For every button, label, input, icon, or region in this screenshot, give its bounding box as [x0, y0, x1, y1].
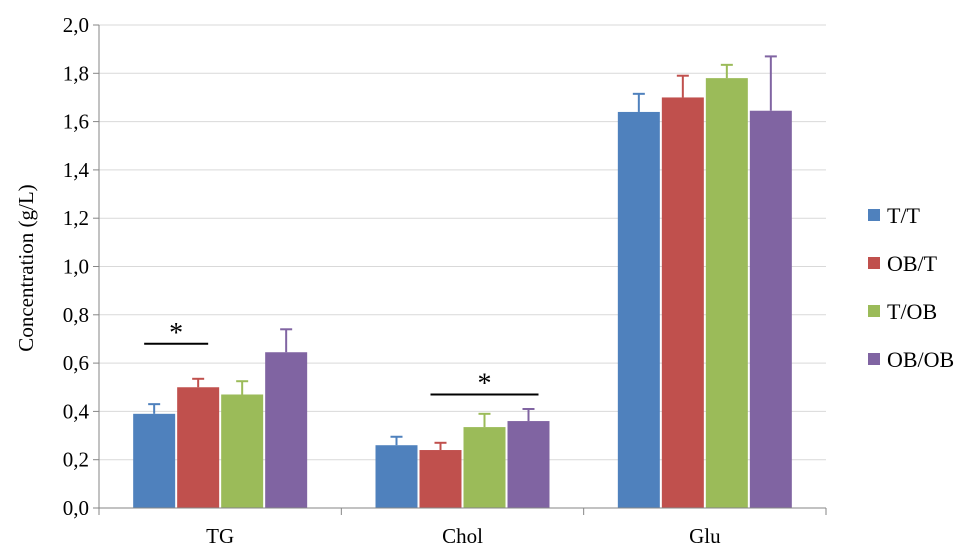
bar [749, 110, 792, 509]
bar [617, 111, 660, 508]
y-tick-label: 0,0 [63, 496, 89, 520]
error-bars [148, 55, 777, 451]
legend-swatch [868, 209, 880, 221]
y-tick-label: 2,0 [63, 13, 89, 37]
y-tick-label: 0,8 [63, 303, 89, 327]
x-tick-label: Glu [689, 524, 721, 548]
bar [375, 445, 418, 508]
significance-marker: * [478, 368, 492, 399]
axes [93, 24, 827, 515]
bar [463, 427, 506, 508]
legend-swatch [868, 305, 880, 317]
gridlines [99, 24, 826, 461]
bar [507, 421, 550, 508]
y-tick-label: 1,2 [63, 206, 89, 230]
x-tick-label: TG [206, 524, 234, 548]
legend-label: T/T [887, 203, 921, 228]
legend-swatch [868, 257, 880, 269]
y-tick-labels: 0,0 0,2 0,4 0,6 0,8 1,0 1,2 1,4 1,6 1,8 2,0 [63, 13, 90, 520]
bar [419, 450, 462, 508]
y-axis-title: Concentration (g/L) [14, 184, 38, 351]
bar [705, 78, 748, 508]
y-tick-label: 0,4 [63, 399, 90, 423]
legend-label: OB/OB [887, 347, 954, 372]
legend-swatch [868, 353, 880, 365]
bar [177, 387, 220, 508]
bar [221, 394, 264, 508]
significance-marker: * [169, 318, 183, 349]
y-tick-label: 0,6 [63, 351, 89, 375]
legend: T/T OB/T T/OB OB/OB [868, 203, 954, 372]
y-tick-label: 1,4 [63, 158, 90, 182]
x-tick-label: Chol [442, 524, 483, 548]
bar [661, 97, 704, 508]
legend-label: T/OB [887, 299, 937, 324]
bar [133, 413, 176, 508]
y-tick-label: 1,0 [63, 255, 89, 279]
y-tick-label: 0,2 [63, 448, 89, 472]
legend-label: OB/T [887, 251, 938, 276]
y-tick-label: 1,8 [63, 61, 89, 85]
x-tick-labels: TG Chol Glu [206, 524, 721, 548]
y-tick-label: 1,6 [63, 110, 89, 134]
significance-annotations: ** [144, 318, 539, 399]
bar [265, 352, 308, 508]
bars [133, 78, 792, 509]
